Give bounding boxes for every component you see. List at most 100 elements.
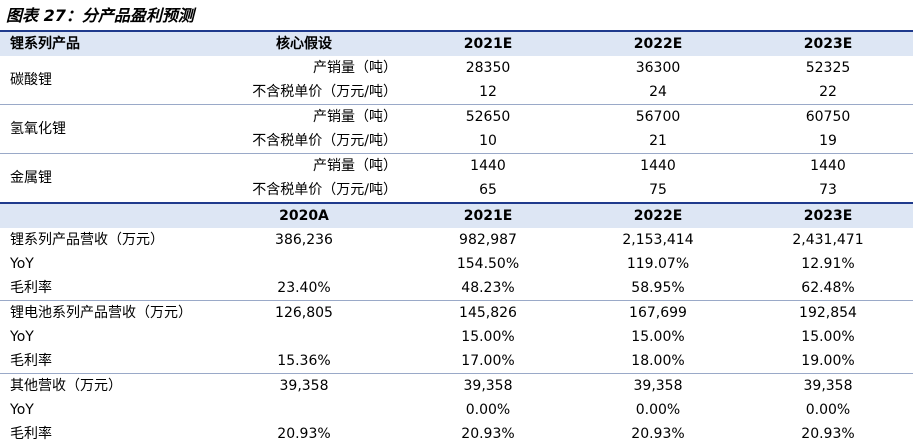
value-cell: 119.07% <box>626 256 690 272</box>
value-cell: 23.40% <box>277 280 331 296</box>
table-row: 不含税单价（万元/吨） 65 75 73 <box>0 178 913 203</box>
value-cell: 154.50% <box>456 256 520 272</box>
title-divider <box>0 30 913 32</box>
value-cell: 24 <box>649 84 667 100</box>
value-cell: 167,699 <box>573 300 743 325</box>
product-name-cell: 碳酸锂 <box>10 72 52 88</box>
metric-label-cell: YoY <box>10 402 34 418</box>
value-cell: 28350 <box>465 60 511 76</box>
metric-label-cell: 毛利率 <box>10 426 52 442</box>
metric-label-cell: YoY <box>10 329 34 345</box>
header-row-financials: 2020A 2021E 2022E 2023E <box>0 202 913 228</box>
value-cell: 65 <box>479 182 497 198</box>
header-year-cell: 2023E <box>743 202 913 228</box>
value-cell: 20.93% <box>277 426 331 442</box>
value-cell: 192,854 <box>743 300 913 325</box>
value-cell: 60750 <box>743 104 913 129</box>
value-cell: 10 <box>479 133 497 149</box>
value-cell <box>205 398 403 422</box>
table-row: 碳酸锂 产销量（吨） 28350 36300 52325 <box>0 56 913 88</box>
value-cell: 2,431,471 <box>792 232 864 248</box>
table-row: 锂系列产品营收（万元） 386,236 982,987 2,153,414 2,431,… <box>0 228 913 252</box>
metric-label-cell: 其他营收（万元） <box>0 373 205 398</box>
product-name-cell: 金属锂 <box>0 153 205 203</box>
value-cell: 20.93% <box>461 426 515 442</box>
header-year-cell: 2021E <box>403 32 573 56</box>
header-product-cell: 锂系列产品 <box>0 32 205 56</box>
table-row: YoY 154.50% 119.07% 12.91% <box>0 252 913 276</box>
value-cell: 21 <box>649 133 667 149</box>
assumption-label-cell: 产销量（吨） <box>205 153 403 178</box>
value-cell: 52650 <box>403 104 573 129</box>
value-cell: 386,236 <box>275 232 333 248</box>
metric-label-cell: YoY <box>10 256 34 272</box>
metric-label-cell: 毛利率 <box>10 280 52 296</box>
header-year-cell: 2022E <box>573 32 743 56</box>
value-cell: 36300 <box>635 60 681 76</box>
value-cell: 12.91% <box>801 256 855 272</box>
value-cell: 0.00% <box>465 402 511 418</box>
assumption-label-cell: 不含税单价（万元/吨） <box>252 133 397 149</box>
value-cell: 56700 <box>573 104 743 129</box>
table-row: YoY 0.00% 0.00% 0.00% <box>0 398 913 422</box>
table-title: 图表 27：分产品盈利预测 <box>6 6 194 25</box>
value-cell <box>205 325 403 349</box>
value-cell: 19.00% <box>801 353 855 369</box>
value-cell: 145,826 <box>403 300 573 325</box>
table-row: 不含税单价（万元/吨） 10 21 19 <box>0 129 913 154</box>
assumption-label-cell: 产销量（吨） <box>205 104 403 129</box>
header-blank-cell <box>0 202 205 228</box>
value-cell: 75 <box>649 182 667 198</box>
value-cell: 1440 <box>743 153 913 178</box>
value-cell: 126,805 <box>205 300 403 325</box>
value-cell <box>205 252 403 276</box>
product-name-cell: 氢氧化锂 <box>0 104 205 154</box>
header-year-cell: 2022E <box>573 202 743 228</box>
value-cell: 39,358 <box>403 373 573 398</box>
value-cell: 18.00% <box>631 353 685 369</box>
metric-label-cell: 毛利率 <box>10 353 52 369</box>
value-cell: 62.48% <box>801 280 855 296</box>
table-row: 金属锂 产销量（吨） 1440 1440 1440 <box>0 153 913 203</box>
table-row: 毛利率 20.93% 20.93% 20.93% 20.93% <box>0 422 913 446</box>
header-year-cell: 2020A <box>205 202 403 228</box>
value-cell: 1440 <box>403 153 573 178</box>
value-cell: 52325 <box>805 60 851 76</box>
table-row: 其他营收（万元） 39,358 39,358 39,358 39,358 <box>0 373 913 398</box>
table-row: 毛利率 15.36% 17.00% 18.00% 19.00% <box>0 349 913 374</box>
value-cell: 982,987 <box>459 232 517 248</box>
forecast-table-body: 锂系列产品 核心假设 2021E 2022E 2023E 碳酸锂 产销量（吨） 28… <box>0 32 913 446</box>
value-cell: 20.93% <box>801 426 855 442</box>
value-cell: 0.00% <box>805 402 851 418</box>
assumption-label-cell: 不含税单价（万元/吨） <box>252 84 397 100</box>
value-cell: 48.23% <box>461 280 515 296</box>
table-row: 氢氧化锂 产销量（吨） 52650 56700 60750 <box>0 104 913 154</box>
value-cell: 58.95% <box>631 280 685 296</box>
forecast-table: 锂系列产品 核心假设 2021E 2022E 2023E 碳酸锂 产销量（吨） 28… <box>0 32 913 446</box>
metric-label-cell: 锂系列产品营收（万元） <box>10 232 164 248</box>
metric-label-cell: 锂电池系列产品营收（万元） <box>0 300 205 325</box>
table-row: YoY 15.00% 15.00% 15.00% <box>0 325 913 349</box>
value-cell: 20.93% <box>631 426 685 442</box>
value-cell: 2,153,414 <box>622 232 694 248</box>
value-cell: 15.00% <box>461 329 515 345</box>
header-year-cell: 2021E <box>403 202 573 228</box>
value-cell: 73 <box>819 182 837 198</box>
table-row: 不含税单价（万元/吨） 12 24 22 <box>0 80 913 105</box>
header-assumption-cell: 核心假设 <box>205 32 403 56</box>
value-cell: 1440 <box>573 153 743 178</box>
value-cell: 39,358 <box>573 373 743 398</box>
assumption-label-cell: 不含税单价（万元/吨） <box>252 182 397 198</box>
header-year-cell: 2023E <box>743 32 913 56</box>
value-cell: 15.00% <box>801 329 855 345</box>
value-cell: 39,358 <box>743 373 913 398</box>
value-cell: 15.00% <box>631 329 685 345</box>
value-cell: 17.00% <box>461 353 515 369</box>
assumption-label-cell: 产销量（吨） <box>313 60 397 76</box>
table-row: 毛利率 23.40% 48.23% 58.95% 62.48% <box>0 276 913 301</box>
value-cell: 39,358 <box>205 373 403 398</box>
value-cell: 19 <box>819 133 837 149</box>
value-cell: 12 <box>479 84 497 100</box>
table-row: 锂电池系列产品营收（万元） 126,805 145,826 167,699 192,85… <box>0 300 913 325</box>
value-cell: 0.00% <box>635 402 681 418</box>
